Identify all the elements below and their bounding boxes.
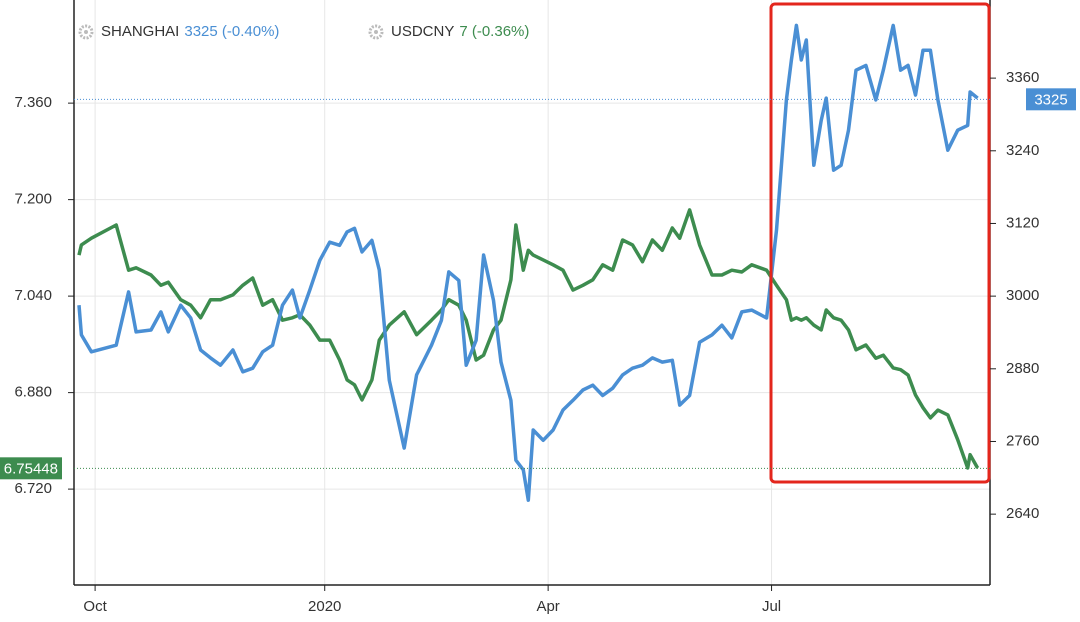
legend-item: SHANGHAI 3325 (-0.40%): [78, 23, 279, 40]
legend-gear: [368, 24, 384, 40]
legend-label: SHANGHAI: [101, 23, 179, 40]
y-tick-label: 7.200: [14, 191, 52, 208]
legend-item: USDCNY 7 (-0.36%): [368, 23, 529, 40]
last-price-label: 3325: [1034, 91, 1067, 108]
plot-area: [77, 23, 980, 502]
legend-value: 3325 (-0.40%): [184, 23, 279, 40]
x-tick-label: Oct: [83, 598, 107, 615]
series-line: [77, 23, 979, 502]
y2-tick-label: 2880: [1006, 360, 1039, 377]
legend-value: 7 (-0.36%): [459, 23, 529, 40]
y2-tick-label: 2640: [1006, 505, 1039, 522]
y2-tick-label: 3360: [1006, 69, 1039, 86]
y2-tick-label: 3000: [1006, 287, 1039, 304]
y-tick-label: 7.360: [14, 94, 52, 111]
x-tick-label: 2020: [308, 598, 341, 615]
x-tick-label: Apr: [536, 598, 559, 615]
last-price-tag: [1026, 88, 1076, 111]
legend-gear-hub: [84, 30, 88, 34]
x-tick-label: Jul: [762, 598, 781, 615]
y-tick-label: 7.040: [14, 287, 52, 304]
legend-label: USDCNY: [391, 23, 454, 40]
y-tick-label: 6.720: [14, 480, 52, 497]
last-price-tag: [0, 457, 62, 480]
last-price-label: 6.75448: [4, 460, 58, 477]
series-line: [77, 208, 980, 470]
y2-tick-label: 3120: [1006, 214, 1039, 231]
legend-gear: [78, 24, 94, 40]
y2-tick-label: 2760: [1006, 432, 1039, 449]
y2-tick-label: 3240: [1006, 142, 1039, 159]
highlight-box: [769, 2, 991, 484]
y-tick-label: 6.880: [14, 384, 52, 401]
legend-gear-hub: [374, 30, 378, 34]
